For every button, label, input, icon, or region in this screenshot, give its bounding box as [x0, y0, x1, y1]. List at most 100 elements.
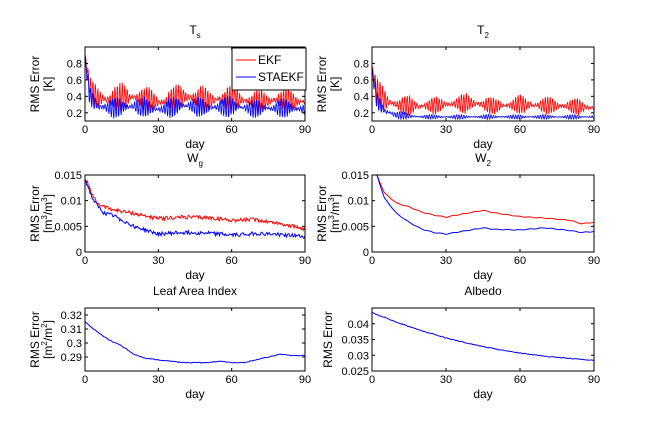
x-axis-label: day: [473, 137, 492, 151]
series-group: [85, 54, 305, 119]
y-axis-unit: [K]: [328, 77, 342, 92]
x-tick-label: 60: [226, 124, 238, 136]
series-line-staekf: [85, 321, 305, 364]
x-tick-label: 0: [369, 374, 375, 386]
series-line-ekf: [85, 54, 305, 115]
x-tick-label: 0: [369, 255, 375, 267]
x-axis-label: day: [473, 268, 492, 282]
series-line-ekf: [376, 175, 594, 225]
series-group: [85, 321, 305, 364]
x-tick-label: 0: [82, 255, 88, 267]
x-tick-label: 60: [514, 255, 526, 267]
y-tick-label: 0.6: [67, 75, 82, 87]
x-tick-label: 60: [226, 255, 238, 267]
series-group: [372, 66, 594, 121]
y-tick-label: 0.8: [354, 58, 369, 70]
y-tick-label: 0.4: [354, 91, 369, 103]
x-tick-label: 60: [514, 124, 526, 136]
y-axis-label: RMS Error: [315, 185, 329, 242]
chart-panel-6: 0 30 60 90 0.025 0.03 0.035 0.04 Albedo day RMS Er…: [321, 284, 600, 401]
legend-label-staekf: STAEKF: [258, 70, 304, 84]
y-tick-label: 0.3: [67, 338, 82, 350]
y-axis-label: RMS Error: [321, 311, 335, 368]
x-tick-label: 0: [82, 124, 88, 136]
x-tick-label: 0: [82, 374, 88, 386]
y-tick-label: 0: [76, 247, 82, 259]
x-tick-label: 90: [588, 124, 600, 136]
y-tick-label: 0.8: [67, 58, 82, 70]
y-axis-unit: [m3/m3]: [327, 194, 342, 233]
axes-box: [371, 46, 595, 122]
y-tick-label: 0.29: [61, 352, 82, 364]
y-tick-label: 0.04: [348, 319, 369, 331]
y-tick-label: 0.03: [348, 350, 369, 362]
x-tick-label: 30: [440, 124, 452, 136]
y-axis-unit: [m2/m2]: [40, 320, 55, 359]
chart-title: Wg: [187, 151, 203, 168]
y-axis-label: RMS Error: [315, 56, 329, 113]
x-tick-label: 30: [152, 255, 164, 267]
series-line-ekf: [372, 66, 594, 116]
y-axis-unit: [K]: [41, 77, 55, 92]
axes-box: [371, 174, 595, 253]
chart-panel-1: 0 30 60 90 0.2 0.4 0.6 0.8 Ts day RMS Error [K] EKF S…: [28, 23, 311, 151]
chart-panel-2: 0 30 60 90 0.2 0.4 0.6 0.8 T2 day RMS Error [K]: [315, 23, 600, 151]
y-tick-label: 0.6: [354, 75, 369, 87]
x-tick-label: 90: [299, 374, 311, 386]
x-tick-label: 60: [514, 374, 526, 386]
y-axis-label: RMS Error: [28, 56, 42, 113]
chart-panel-5: 0 30 60 90 0.29 0.3 0.31 0.32 Leaf Area Index day…: [28, 284, 311, 401]
chart-title: W2: [475, 151, 491, 168]
axes-box: [84, 307, 306, 372]
legend-box: [231, 47, 307, 91]
chart-panel-4: 0 30 60 90 0 0.005 0.01 0.015 W2 day RMS Error [m3/…: [315, 151, 600, 282]
x-tick-label: 90: [588, 374, 600, 386]
y-axis-label: RMS Error: [28, 311, 42, 368]
axes-box: [371, 307, 595, 372]
y-tick-label: 0: [363, 247, 369, 259]
series-line-ekf: [85, 179, 305, 232]
x-tick-label: 90: [299, 124, 311, 136]
y-tick-label: 0.32: [61, 310, 82, 322]
y-axis-label: RMS Error: [28, 185, 42, 242]
chart-title: Ts: [189, 23, 200, 40]
series-line-staekf: [85, 58, 305, 119]
x-axis-label: day: [185, 137, 204, 151]
axes-box: [84, 174, 306, 253]
x-tick-label: 0: [369, 124, 375, 136]
y-tick-label: 0.2: [354, 108, 369, 120]
series-line-staekf: [376, 175, 594, 235]
series-group: [376, 175, 594, 235]
series-group: [85, 179, 305, 239]
y-axis-unit: [m3/m3]: [40, 194, 55, 233]
x-tick-label: 30: [152, 374, 164, 386]
x-tick-label: 90: [299, 255, 311, 267]
legend-label-ekf: EKF: [258, 53, 281, 67]
x-axis-label: day: [185, 387, 204, 401]
x-tick-label: 30: [440, 255, 452, 267]
series-line-staekf: [85, 179, 305, 239]
x-axis-label: day: [185, 268, 204, 282]
y-tick-label: 0.005: [54, 221, 82, 233]
y-tick-label: 0.035: [341, 335, 369, 347]
chart-panel-3: 0 30 60 90 0 0.005 0.01 0.015 Wg day RMS Error [m3/…: [28, 151, 311, 282]
y-tick-label: 0.015: [54, 170, 82, 182]
y-tick-label: 0.31: [61, 324, 82, 336]
series-group: [372, 311, 594, 362]
x-tick-label: 30: [152, 124, 164, 136]
series-line-staekf: [372, 69, 594, 121]
chart-title: Leaf Area Index: [153, 284, 237, 298]
series-line-staekf: [372, 311, 594, 362]
y-tick-label: 0.01: [348, 196, 369, 208]
y-tick-label: 0.025: [341, 366, 369, 378]
y-tick-label: 0.2: [67, 108, 82, 120]
chart-title: Albedo: [464, 284, 502, 298]
x-axis-label: day: [473, 387, 492, 401]
y-tick-label: 0.015: [341, 170, 369, 182]
chart-title: T2: [477, 23, 489, 40]
x-tick-label: 90: [588, 255, 600, 267]
x-tick-label: 30: [440, 374, 452, 386]
x-tick-label: 60: [226, 374, 238, 386]
y-tick-label: 0.4: [67, 91, 82, 103]
